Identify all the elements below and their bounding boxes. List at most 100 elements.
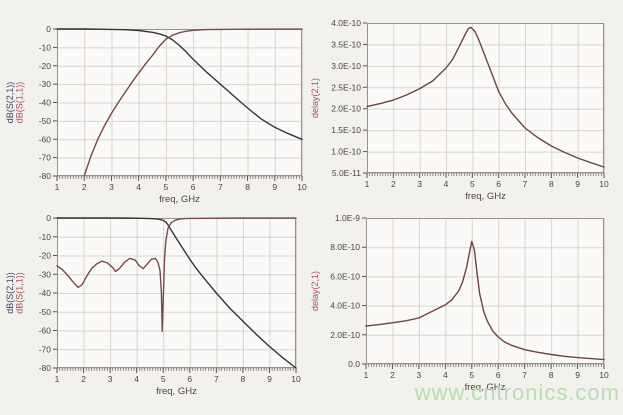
y-tick-label: 1.0E-9 <box>335 213 360 223</box>
x-tick-label: 6 <box>496 179 501 189</box>
x-tick-label: 7 <box>214 374 219 384</box>
y-tick-label: -30 <box>39 79 52 89</box>
sparam-chart-top-left: 1 2 3 4 5 6 7 8 9 10 0 -10 -20 -30 -40 -50 -60 -70 -80 freq… <box>0 0 311 210</box>
y-tick-label: 5.0E-11 <box>332 168 361 178</box>
y-tick-label: 2.0E-10 <box>331 104 361 114</box>
plot-frame <box>366 218 604 364</box>
x-tick-label: 5 <box>470 179 475 189</box>
y-tick-label: 2.5E-10 <box>331 82 361 92</box>
x-tick-label: 3 <box>417 370 422 380</box>
major-ticks <box>363 22 605 178</box>
major-ticks <box>362 217 605 369</box>
y-tick-label: 3.5E-10 <box>331 39 361 49</box>
y-tick-label: 1.5E-10 <box>331 125 361 135</box>
y-tick-label: -20 <box>39 251 52 261</box>
y-axis-label: dB(S(2,1)) <box>5 272 15 314</box>
x-tick-label: 2 <box>82 182 87 192</box>
x-tick-label: 5 <box>469 370 474 380</box>
x-tick-label: 9 <box>575 179 580 189</box>
tick-labels: 1 2 3 4 5 6 7 8 9 10 5.0E-11 1.0E-10 1.5E-10 2.0E-10 2… <box>331 18 609 189</box>
y-tick-label: -70 <box>39 344 52 354</box>
y-tick-label: -20 <box>39 61 52 71</box>
y-tick-label: 6.0E-10 <box>330 271 360 281</box>
x-tick-label: 4 <box>134 374 139 384</box>
x-tick-label: 2 <box>391 179 396 189</box>
series-dB(S(1,1)) <box>56 217 297 333</box>
y-axis-label: dB(S(1,1)) <box>15 272 25 314</box>
y-tick-label: 4.0E-10 <box>331 18 361 28</box>
x-tick-label: 1 <box>364 370 369 380</box>
x-tick-label: 7 <box>522 370 527 380</box>
major-ticks <box>53 28 303 181</box>
sparam-chart-bottom-left-canvas: 1 2 3 4 5 6 7 8 9 10 0 -10 -20 -30 -40 -50 -60 -70 -80 freq… <box>5 213 301 397</box>
x-tick-label: 8 <box>549 179 554 189</box>
x-tick-label: 9 <box>272 182 277 192</box>
x-tick-label: 1 <box>365 179 370 189</box>
x-tick-label: 2 <box>81 374 86 384</box>
x-tick-label: 9 <box>575 370 580 380</box>
delay-chart-top-right: 1 2 3 4 5 6 7 8 9 10 5.0E-11 1.0E-10 1.5E-10 2.0E-10 2… <box>310 0 623 210</box>
y-tick-label: 0.0 <box>348 359 360 369</box>
y-tick-label: -40 <box>39 288 52 298</box>
plot-frame <box>57 29 302 176</box>
x-tick-label: 4 <box>444 179 449 189</box>
y-tick-label: -10 <box>39 42 52 52</box>
x-tick-label: 10 <box>297 182 307 192</box>
series-dB(S(2,1)) <box>56 28 303 141</box>
x-tick-label: 3 <box>109 182 114 192</box>
tick-labels: 1 2 3 4 5 6 7 8 9 10 0 -10 -20 -30 -40 -50 -60 -70 -80 <box>39 213 301 384</box>
x-tick-label: 7 <box>218 182 223 192</box>
y-tick-label: -70 <box>39 153 52 163</box>
major-ticks <box>53 217 297 373</box>
y-tick-label: -40 <box>39 98 52 108</box>
x-axis-label: freq, GHz <box>156 386 197 397</box>
plot-frame <box>367 23 604 173</box>
y-tick-label: 8.0E-10 <box>330 242 360 252</box>
y-axis-label: delay(2,1) <box>311 78 320 118</box>
y-tick-label: -50 <box>39 307 52 317</box>
x-tick-label: 10 <box>599 370 609 380</box>
sparam-chart-top-left-canvas: 1 2 3 4 5 6 7 8 9 10 0 -10 -20 -30 -40 -50 -60 -70 -80 freq… <box>5 24 307 205</box>
y-axis-label: dB(S(2,1)) <box>5 82 15 124</box>
y-tick-label: 1.0E-10 <box>331 147 361 157</box>
series-dB(S(1,1)) <box>83 28 303 177</box>
x-tick-label: 5 <box>161 374 166 384</box>
tick-labels: 1 2 3 4 5 6 7 8 9 10 0.0 2.0E-10 4.0E-10 6.0E-10 8.0E-… <box>330 213 609 380</box>
x-tick-label: 6 <box>496 370 501 380</box>
y-tick-label: 0 <box>46 213 51 223</box>
x-tick-label: 2 <box>390 370 395 380</box>
plot-area <box>367 23 604 173</box>
y-tick-label: -10 <box>39 232 52 242</box>
x-tick-label: 5 <box>164 182 169 192</box>
plot-area <box>366 218 604 364</box>
x-tick-label: 3 <box>417 179 422 189</box>
x-tick-label: 6 <box>191 182 196 192</box>
plot-frame <box>57 218 296 368</box>
series-delay(2,1) <box>366 26 605 168</box>
x-axis-label: freq, GHz <box>465 191 506 202</box>
y-tick-label: 2.0E-10 <box>330 330 360 340</box>
x-tick-label: 1 <box>55 374 60 384</box>
x-tick-label: 4 <box>443 370 448 380</box>
x-axis-label: freq, GHz <box>465 382 506 393</box>
delay-chart-top-right-canvas: 1 2 3 4 5 6 7 8 9 10 5.0E-11 1.0E-10 1.5E-10 2.0E-10 2… <box>310 18 609 202</box>
x-tick-label: 4 <box>136 182 141 192</box>
x-tick-label: 8 <box>245 182 250 192</box>
y-tick-label: -80 <box>39 171 52 181</box>
y-tick-label: 3.0E-10 <box>331 61 361 71</box>
x-tick-label: 8 <box>549 370 554 380</box>
delay-chart-bottom-right-canvas: 1 2 3 4 5 6 7 8 9 10 0.0 2.0E-10 4.0E-10 6.0E-10 8.0E-… <box>310 213 609 393</box>
sparam-chart-bottom-left: 1 2 3 4 5 6 7 8 9 10 0 -10 -20 -30 -40 -50 -60 -70 -80 freq… <box>0 205 311 415</box>
y-axis-label: dB(S(1,1)) <box>15 82 25 124</box>
x-tick-label: 3 <box>108 374 113 384</box>
series-dB(S(2,1)) <box>56 217 297 369</box>
delay-chart-bottom-right: 1 2 3 4 5 6 7 8 9 10 0.0 2.0E-10 4.0E-10 6.0E-10 8.0E-… <box>310 205 623 415</box>
y-tick-label: -60 <box>39 326 52 336</box>
x-tick-label: 8 <box>241 374 246 384</box>
series-delay(2,1) <box>365 240 605 361</box>
x-tick-label: 7 <box>523 179 528 189</box>
y-tick-label: -30 <box>39 269 52 279</box>
y-tick-label: -80 <box>39 363 52 373</box>
y-tick-label: -50 <box>39 116 52 126</box>
y-tick-label: 4.0E-10 <box>330 301 360 311</box>
